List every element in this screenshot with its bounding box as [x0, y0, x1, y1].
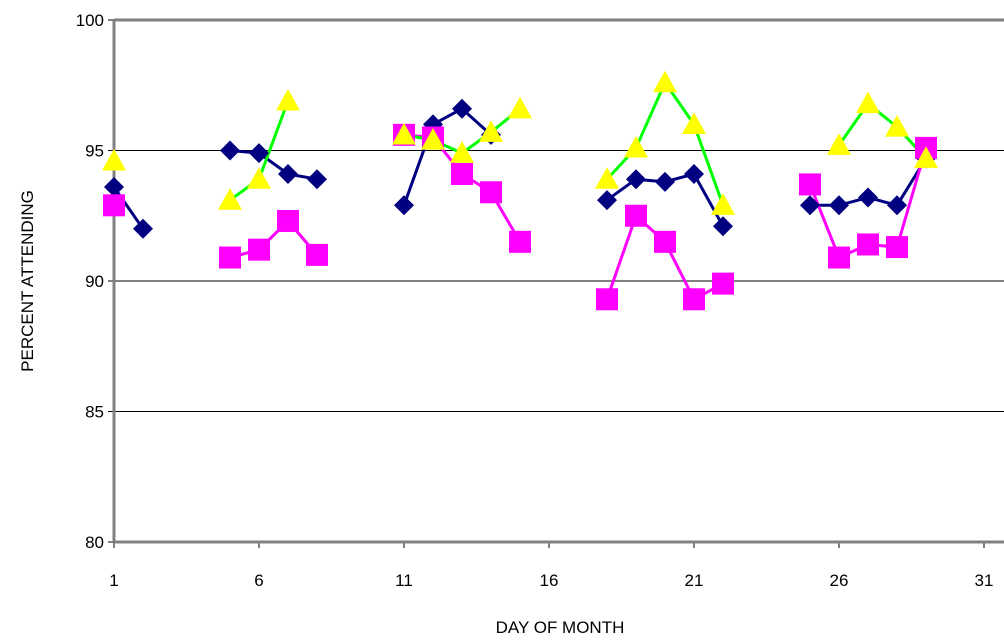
diamond-marker [104, 177, 124, 198]
diamond-marker [133, 218, 153, 239]
series-line [837, 102, 928, 160]
triangle-marker [914, 146, 938, 168]
diamond-marker [655, 171, 675, 192]
square-marker [277, 209, 299, 232]
x-tick-label: 6 [254, 571, 263, 590]
square-marker [886, 236, 908, 259]
gridlines [114, 19, 1004, 412]
x-tick-label: 31 [975, 571, 994, 590]
diamond-marker [249, 143, 269, 164]
triangle-marker [595, 167, 619, 189]
square-marker [509, 230, 531, 253]
square-marker [596, 288, 618, 311]
square-marker [451, 162, 473, 185]
square-marker [712, 272, 734, 295]
square-marker [799, 173, 821, 196]
y-tick-label: 100 [76, 11, 104, 30]
diamond-marker [597, 190, 617, 211]
series-line [112, 186, 145, 230]
series-line [229, 219, 319, 259]
triangle-marker [102, 148, 126, 171]
triangle-marker [276, 88, 300, 111]
square-marker [103, 194, 125, 217]
square-marker [248, 238, 270, 261]
square-marker [683, 288, 705, 311]
triangle-marker [624, 135, 648, 158]
triangle-marker [856, 91, 880, 114]
diamond-marker [307, 169, 327, 190]
triangle-marker [479, 120, 503, 142]
diamond-marker [220, 140, 240, 161]
x-tick-label: 21 [685, 571, 704, 590]
triangle-marker [247, 167, 271, 189]
diamond-marker [394, 195, 414, 216]
x-tick-label: 26 [830, 571, 849, 590]
triangle-marker [885, 115, 909, 137]
axes [108, 18, 1004, 548]
x-axis-title: DAY OF MONTH [496, 618, 625, 637]
square-marker [828, 246, 850, 269]
x-tick-label: 11 [395, 571, 413, 590]
triangle-marker [392, 122, 416, 145]
square-marker [480, 181, 502, 204]
triangle-marker [508, 96, 532, 119]
square-marker [625, 204, 647, 227]
triangle-marker [653, 70, 677, 93]
y-tick-label: 95 [85, 142, 104, 161]
series-line [229, 149, 318, 181]
x-tick-label: 1 [109, 571, 118, 590]
diamond-marker [278, 163, 298, 184]
series-line [605, 214, 724, 301]
series-markers [102, 70, 938, 311]
series-line [402, 107, 493, 206]
square-marker [654, 230, 676, 253]
triangle-marker [711, 193, 735, 215]
diamond-marker [858, 187, 878, 208]
diamond-marker [713, 216, 733, 237]
y-tick-label: 80 [85, 533, 104, 552]
triangle-marker [421, 128, 445, 150]
diamond-marker [887, 195, 907, 216]
square-marker [306, 243, 328, 266]
triangle-marker [682, 112, 706, 134]
diamond-marker [684, 163, 704, 184]
triangle-marker [827, 133, 851, 155]
diamond-marker [800, 195, 820, 216]
diamond-marker [626, 169, 646, 190]
triangle-marker [218, 188, 242, 210]
square-marker [857, 233, 879, 256]
x-tick-label: 16 [540, 571, 559, 590]
y-axis-title: PERCENT ATTENDING [18, 190, 37, 372]
square-marker [219, 246, 241, 269]
y-tick-label: 90 [85, 272, 104, 291]
diamond-marker [829, 195, 849, 216]
triangle-marker [450, 141, 474, 163]
diamond-marker [452, 98, 472, 119]
y-tick-label: 85 [85, 403, 104, 422]
